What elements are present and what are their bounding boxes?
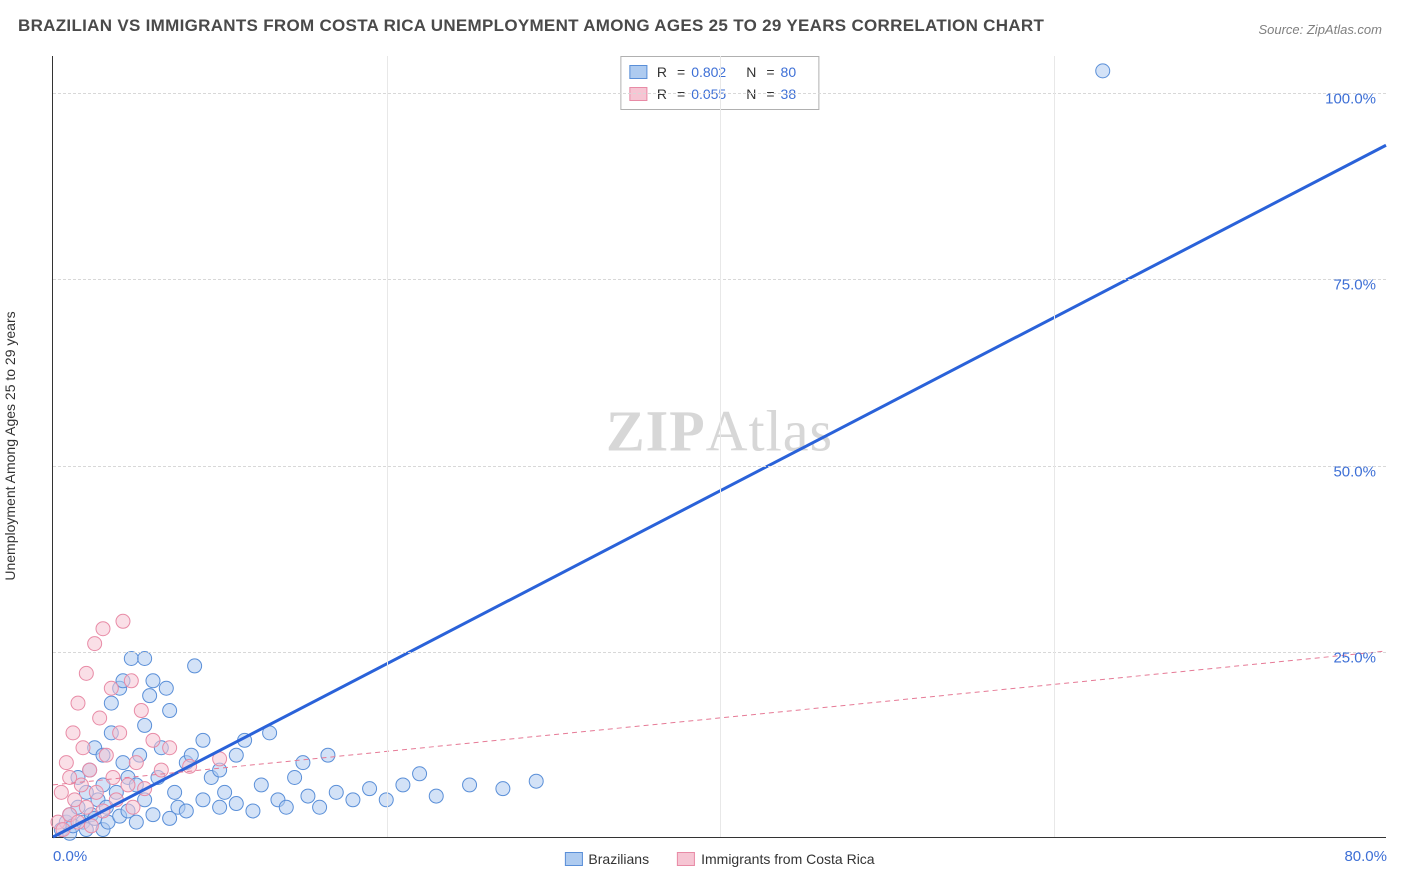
stats-row-1: R = 0.802 N = 80 [629,61,806,83]
data-point [124,674,138,688]
data-point [296,756,310,770]
data-point [99,748,113,762]
data-point [429,789,443,803]
data-point [54,785,68,799]
gridline-v [387,56,388,837]
ytick-label: 50.0% [1333,463,1376,480]
data-point [301,789,315,803]
ytick-label: 25.0% [1333,649,1376,666]
data-point [346,793,360,807]
data-point [79,666,93,680]
gridline-v [720,56,721,837]
data-point [396,778,410,792]
source-attribution: Source: ZipAtlas.com [1258,22,1382,37]
gridline-v [1054,56,1055,837]
data-point [116,756,130,770]
data-point [113,726,127,740]
data-point [93,711,107,725]
stat-n-label-1: N [746,61,756,83]
data-point [146,733,160,747]
data-point [279,800,293,814]
data-point [104,681,118,695]
data-point [218,785,232,799]
data-point [321,748,335,762]
legend-swatch-brazilians [564,852,582,866]
legend-swatch-costarica [677,852,695,866]
data-point [188,659,202,673]
data-point [213,800,227,814]
xtick-label-end: 80.0% [1344,848,1387,865]
data-point [529,774,543,788]
xtick-label-start: 0.0% [53,848,87,865]
ytick-label: 100.0% [1325,91,1376,108]
legend-item-costarica: Immigrants from Costa Rica [677,851,874,867]
data-point [146,808,160,822]
data-point [246,804,260,818]
swatch-brazilians [629,65,647,79]
data-point [76,741,90,755]
stat-r-label-1: R [657,61,667,83]
data-point [89,785,103,799]
data-point [159,681,173,695]
data-point [104,696,118,710]
data-point [229,748,243,762]
legend-label-costarica: Immigrants from Costa Rica [701,851,874,867]
y-axis-label: Unemployment Among Ages 25 to 29 years [2,311,18,580]
data-point [121,778,135,792]
stat-eq2: = [766,61,774,83]
source-name: ZipAtlas.com [1307,22,1382,37]
data-point [66,726,80,740]
data-point [168,785,182,799]
plot-area: ZIPAtlas R = 0.802 N = 80 R = 0.055 N = … [52,56,1386,838]
data-point [126,800,140,814]
data-point [83,763,97,777]
data-point [163,741,177,755]
data-point [313,800,327,814]
data-point [134,704,148,718]
chart-title: BRAZILIAN VS IMMIGRANTS FROM COSTA RICA … [18,16,1044,36]
data-point [124,651,138,665]
data-point [363,782,377,796]
legend-item-brazilians: Brazilians [564,851,649,867]
bottom-legend: Brazilians Immigrants from Costa Rica [564,851,874,867]
stat-eq: = [677,61,685,83]
data-point [329,785,343,799]
data-point [59,756,73,770]
data-point [146,674,160,688]
data-point [179,804,193,818]
data-point [96,622,110,636]
data-point [129,815,143,829]
data-point [496,782,510,796]
data-point [163,704,177,718]
data-point [129,756,143,770]
data-point [116,614,130,628]
data-point [71,696,85,710]
data-point [88,637,102,651]
data-point [413,767,427,781]
source-prefix: Source: [1258,22,1306,37]
data-point [138,718,152,732]
data-point [138,651,152,665]
legend-label-brazilians: Brazilians [588,851,649,867]
ytick-label: 75.0% [1333,277,1376,294]
data-point [288,771,302,785]
data-point [74,778,88,792]
data-point [143,689,157,703]
data-point [1096,64,1110,78]
data-point [79,800,93,814]
data-point [229,797,243,811]
data-point [254,778,268,792]
data-point [463,778,477,792]
stat-n-val-1: 80 [781,61,797,83]
data-point [106,771,120,785]
data-point [196,793,210,807]
data-point [196,733,210,747]
